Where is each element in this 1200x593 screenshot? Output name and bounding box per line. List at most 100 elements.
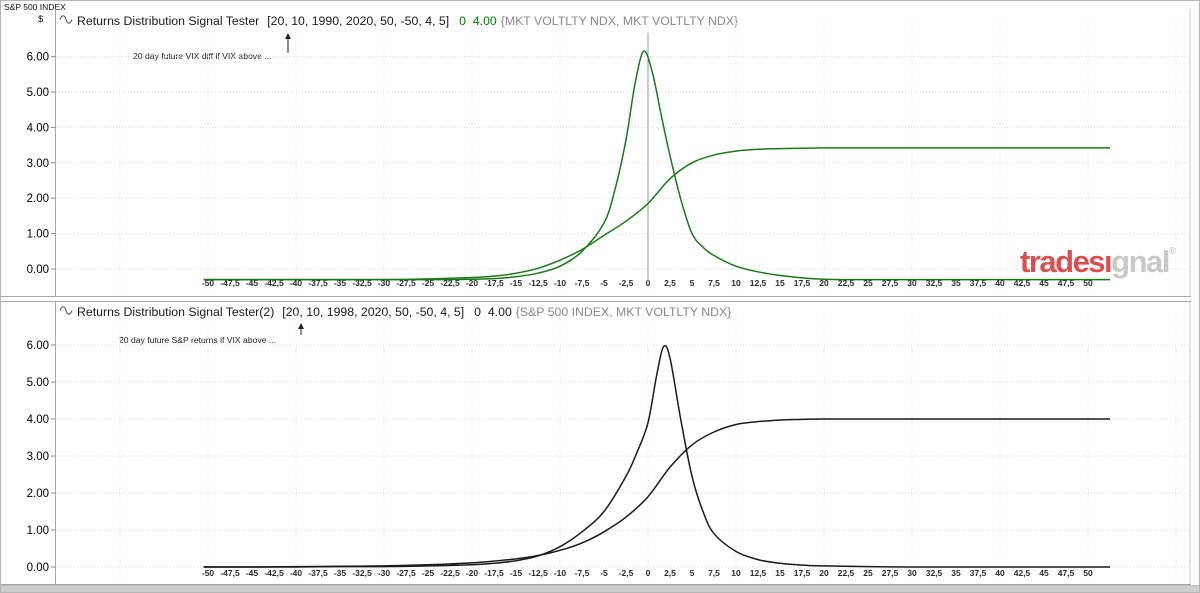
y-axis-label: 1.00 xyxy=(27,525,49,537)
x-axis-label: 10 xyxy=(731,568,741,578)
indicator-wave-icon xyxy=(59,305,73,319)
x-axis-label: -42,5 xyxy=(264,568,284,578)
x-axis-label: 10 xyxy=(731,278,741,288)
x-axis-label: 40 xyxy=(995,278,1005,288)
y-axis-label: 2.00 xyxy=(27,193,49,205)
x-axis-label: -47,5 xyxy=(220,568,240,578)
x-axis-label: 37,5 xyxy=(970,568,987,578)
x-axis-label: 40 xyxy=(995,568,1005,578)
panel2-title-symbols: {S&P 500 INDEX, MKT VOLTLTY NDX} xyxy=(515,305,732,319)
x-axis-label: -50 xyxy=(202,278,215,288)
panel2-title-params: [20, 10, 1998, 2020, 50, -50, 4, 5] xyxy=(282,305,465,319)
x-axis-label: 2,5 xyxy=(664,278,676,288)
x-axis-label: -15 xyxy=(510,568,523,578)
panel1-title-symbols: {MKT VOLTLTY NDX, MKT VOLTLTY NDX} xyxy=(500,14,739,28)
x-axis-label: 27,5 xyxy=(882,568,899,578)
x-axis-label: 20 xyxy=(819,568,829,578)
x-axis-label: -35 xyxy=(334,278,347,288)
x-axis-label: -27,5 xyxy=(396,568,416,578)
x-axis-label: -27,5 xyxy=(396,278,416,288)
x-axis-label: 35 xyxy=(951,568,961,578)
x-axis-label: 17,5 xyxy=(794,278,811,288)
panel2-chart-canvas[interactable]: 6.005.004.003.002.001.000.00 -50 -47,5 -45-… xyxy=(1,301,1191,585)
y-axis-label: 4.00 xyxy=(27,414,49,426)
y-axis-label: 4.00 xyxy=(27,122,49,134)
distribution-curve xyxy=(203,344,1110,568)
x-axis-label: 25 xyxy=(863,568,873,578)
x-axis-label: -2,5 xyxy=(619,568,634,578)
x-axis-label: 45 xyxy=(1039,278,1049,288)
x-axis-label: -40 xyxy=(290,568,303,578)
x-axis-label: 30 xyxy=(907,278,917,288)
panel2-annotation: 20 day future S&P returns if VIX above .… xyxy=(119,335,277,345)
x-axis-label: 37,5 xyxy=(970,278,987,288)
panel1-annotation: 20 day future VIX diff if VIX above ... xyxy=(133,51,272,61)
x-axis-label: 25 xyxy=(863,278,873,288)
x-axis-label: 45 xyxy=(1039,568,1049,578)
x-axis-label: -17,5 xyxy=(484,568,504,578)
x-axis-label: -12,5 xyxy=(528,278,548,288)
cumulative-curve xyxy=(203,418,1110,568)
panel1-title-values: 0 4.00 xyxy=(459,14,497,28)
logo-text-gray: gnal xyxy=(1111,244,1170,279)
x-axis-label: 22,5 xyxy=(838,568,855,578)
x-axis-label: -7,5 xyxy=(575,568,590,578)
currency-axis-label: $ xyxy=(38,14,44,25)
x-axis-label: -37,5 xyxy=(308,568,328,578)
panel2-title-values: 0 4.00 xyxy=(474,305,512,319)
x-axis-label: -12,5 xyxy=(528,568,548,578)
panel2-title[interactable]: Returns Distribution Signal Tester(2) [2… xyxy=(59,305,731,319)
x-axis-label: 42,5 xyxy=(1014,568,1031,578)
tradesignal-logo: tradesıgnal® xyxy=(1020,246,1176,277)
x-axis-label: -47,5 xyxy=(220,278,240,288)
panel1-title-params: [20, 10, 1990, 2020, 50, -50, 4, 5] xyxy=(267,14,450,28)
logo-text-red: trades xyxy=(1020,244,1106,279)
x-axis-label: 2,5 xyxy=(664,568,676,578)
y-axis-label: 0.00 xyxy=(27,264,49,276)
bottom-scroll-strip[interactable] xyxy=(1,585,1199,592)
x-axis-label: -22,5 xyxy=(440,568,460,578)
panel1-title-name: Returns Distribution Signal Tester xyxy=(77,14,260,28)
panel1-chart-canvas[interactable]: 6.005.004.003.002.001.000.00-50 -47,5 -45-… xyxy=(1,9,1191,297)
x-axis-label: -5 xyxy=(600,568,608,578)
x-axis-label: -2,5 xyxy=(619,278,634,288)
x-axis-label: -37,5 xyxy=(308,278,328,288)
y-axis-label: 6.00 xyxy=(27,340,49,352)
cumulative-curve xyxy=(203,147,1110,281)
x-axis-label: 47,5 xyxy=(1058,278,1075,288)
registered-mark: ® xyxy=(1168,246,1177,257)
x-axis-label: 7,5 xyxy=(708,278,720,288)
x-axis-label: 7,5 xyxy=(708,568,720,578)
x-axis-label: -32,5 xyxy=(352,278,372,288)
y-axis-label: 3.00 xyxy=(27,158,49,170)
x-axis-label: -20 xyxy=(466,278,479,288)
x-axis-label: 12,5 xyxy=(750,278,767,288)
x-axis-label: -25 xyxy=(422,568,435,578)
x-axis-label: -30 xyxy=(378,278,391,288)
x-axis-label: -25 xyxy=(422,278,435,288)
indicator-wave-icon xyxy=(59,14,73,28)
x-axis-label: -17,5 xyxy=(484,278,504,288)
x-axis-label: 17,5 xyxy=(794,568,811,578)
x-axis-label: -10 xyxy=(554,278,567,288)
instrument-label: S&P 500 INDEX xyxy=(4,2,66,12)
x-axis-label: 15 xyxy=(775,278,785,288)
x-axis-label: -45 xyxy=(246,278,259,288)
panel2-title-name: Returns Distribution Signal Tester(2) xyxy=(77,305,275,319)
y-axis-label: 0.00 xyxy=(27,562,49,574)
x-axis-label: -22,5 xyxy=(440,278,460,288)
x-axis-label: -5 xyxy=(600,278,608,288)
x-axis-label: -35 xyxy=(334,568,347,578)
x-axis-label: 30 xyxy=(907,568,917,578)
panel1-title[interactable]: Returns Distribution Signal Tester [20, … xyxy=(59,14,738,28)
y-axis-label: 5.00 xyxy=(27,377,49,389)
y-axis-label: 3.00 xyxy=(27,451,49,463)
x-axis-label: 32,5 xyxy=(926,278,943,288)
x-axis-label: 0 xyxy=(646,568,651,578)
x-axis-label: -42,5 xyxy=(264,278,284,288)
x-axis-label: 35 xyxy=(951,278,961,288)
x-axis-label: -50 xyxy=(202,568,215,578)
x-axis-label: 5 xyxy=(690,278,695,288)
x-axis-label: 22,5 xyxy=(838,278,855,288)
x-axis-label: 27,5 xyxy=(882,278,899,288)
